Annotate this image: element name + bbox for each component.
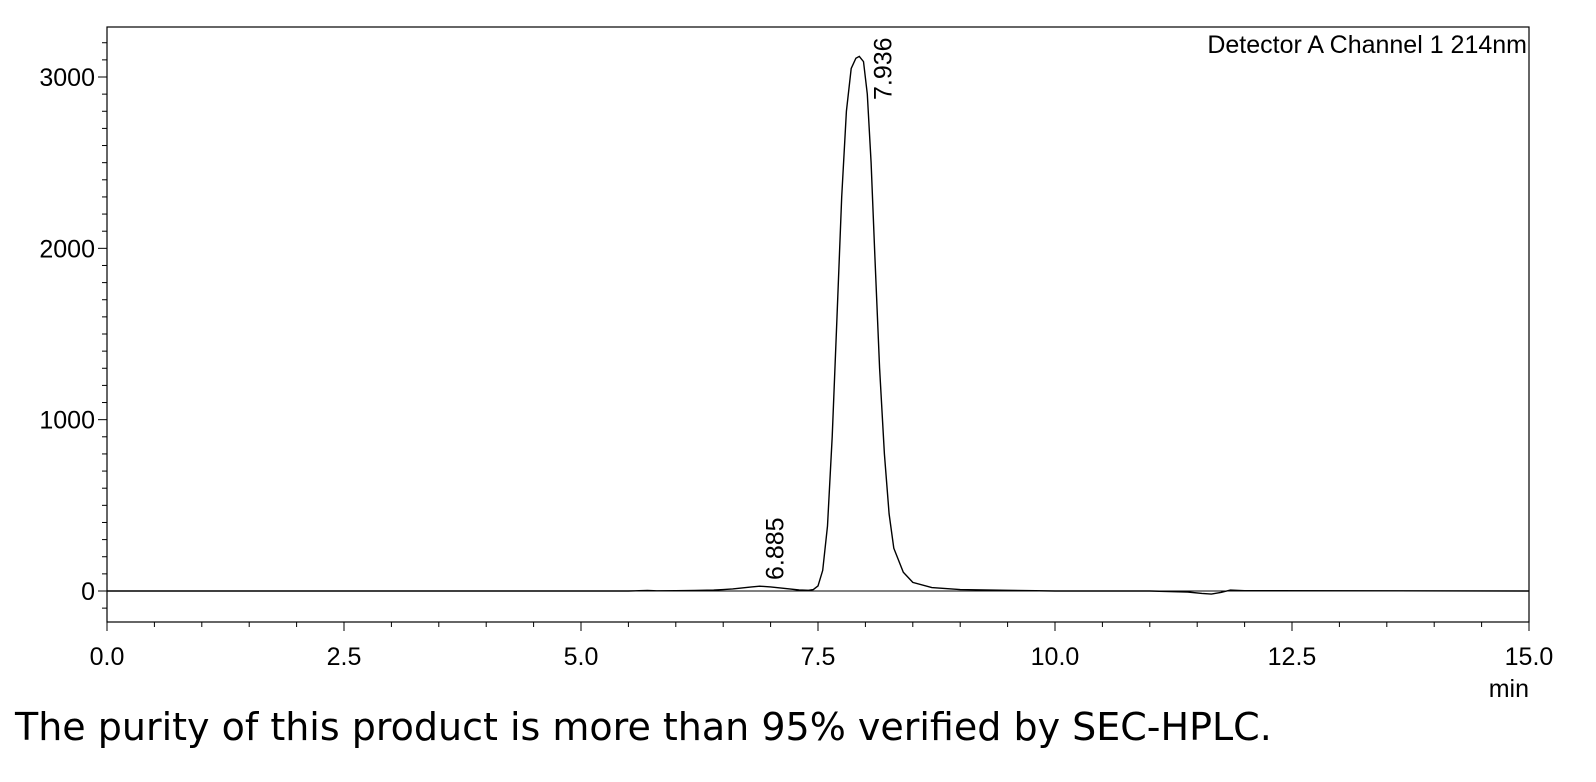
y-tick-label: 0 [81, 578, 95, 606]
x-tick-label: 5.0 [564, 643, 599, 671]
x-tick-label: 15.0 [1505, 643, 1554, 671]
x-tick-label: 7.5 [801, 643, 836, 671]
y-axis: 0 1000 2000 3000 [39, 42, 107, 609]
peak-labels: 6.885 7.936 [762, 37, 898, 580]
x-tick-label: 2.5 [327, 643, 362, 671]
detector-label: Detector A Channel 1 214nm [1207, 31, 1527, 59]
peak-label: 7.936 [869, 37, 897, 100]
y-tick-label: 2000 [39, 235, 95, 263]
chromatogram-chart: 0 1000 2000 3000 0.0 2.5 5.0 7.5 10.0 12.5 15.0 6… [39, 26, 1554, 700]
x-axis-unit-label: min [1489, 675, 1529, 700]
plot-frame [106, 26, 1530, 623]
y-tick-label: 1000 [39, 407, 95, 435]
y-tick-label: 3000 [39, 64, 95, 92]
x-tick-label: 12.5 [1268, 643, 1317, 671]
x-tick-label: 0.0 [90, 643, 125, 671]
chromatogram-trace [107, 55, 1530, 595]
x-tick-label: 10.0 [1031, 643, 1080, 671]
x-axis: 0.0 2.5 5.0 7.5 10.0 12.5 15.0 [90, 622, 1554, 671]
peak-label: 6.885 [762, 517, 790, 580]
purity-caption: The purity of this product is more than … [15, 705, 1272, 749]
